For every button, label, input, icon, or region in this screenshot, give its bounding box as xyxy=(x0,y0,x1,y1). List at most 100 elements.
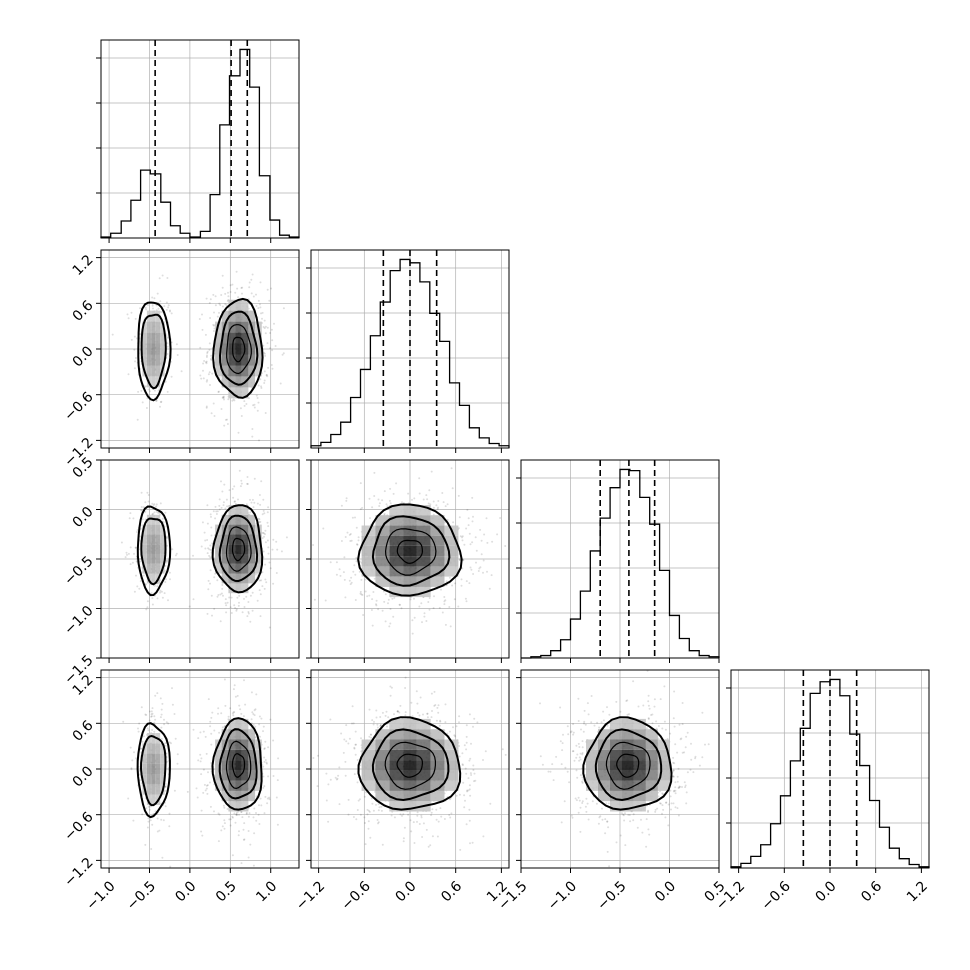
contour-2-0-0-0 xyxy=(140,517,167,586)
density-cell-3-0-1 xyxy=(228,749,236,761)
scatter-point-3-0-1 xyxy=(249,843,252,846)
scatter-point-3-0-0 xyxy=(144,843,147,846)
scatter-point-2-0-0 xyxy=(144,583,147,586)
scatter-point-2-1-0 xyxy=(377,498,380,501)
scatter-point-3-0-1 xyxy=(263,760,266,763)
scatter-point-1-0-1 xyxy=(250,278,253,281)
scatter-point-2-1-0 xyxy=(368,594,371,597)
scatter-point-2-1-0 xyxy=(482,559,485,562)
frame-1-0 xyxy=(100,249,300,449)
density-cell-1-0-1 xyxy=(221,354,229,366)
scatter-point-1-0-1 xyxy=(260,385,263,388)
density-cell-2-0-0 xyxy=(155,534,161,545)
scatter-point-1-0-1 xyxy=(282,307,285,310)
scatter-point-3-0-1 xyxy=(242,715,245,718)
density-cell-1-0-1 xyxy=(241,299,249,311)
scatter-point-2-1-0 xyxy=(480,539,483,542)
density-cell-2-0-1 xyxy=(235,505,242,515)
scatter-point-3-0-1 xyxy=(272,775,275,777)
density-cell-1-0-1 xyxy=(235,387,242,399)
scatter-point-3-1-0 xyxy=(380,809,383,812)
scatter-point-2-1-0 xyxy=(438,606,441,609)
scatter-point-2-0-0 xyxy=(165,560,168,562)
scatter-point-1-0-0 xyxy=(147,304,149,306)
density-cell-1-0-1 xyxy=(255,332,262,344)
contour-1-0-1-2 xyxy=(218,310,259,386)
density-cell-2-1-0 xyxy=(403,586,417,598)
scatter-point-2-0-1 xyxy=(209,544,212,547)
scatter-point-3-0-1 xyxy=(202,791,205,794)
scatter-point-2-0-0 xyxy=(156,585,159,588)
scatter-point-2-0-1 xyxy=(251,498,254,501)
scatter-point-2-1-0 xyxy=(384,593,387,596)
scatter-point-3-1-0 xyxy=(420,814,423,817)
scatter-point-3-0-0 xyxy=(167,722,170,725)
scatter-point-3-1-0 xyxy=(402,840,405,843)
density-cell-1-0-1 xyxy=(228,365,236,377)
scatter-point-2-1-0 xyxy=(443,600,446,603)
scatter-point-3-1-0 xyxy=(396,710,399,713)
scatter-point-3-0-1 xyxy=(242,838,245,841)
density-cell-2-1-0 xyxy=(375,576,390,587)
scatter-point-2-0-1 xyxy=(262,531,264,534)
scatter-point-3-1-0 xyxy=(344,760,347,763)
density-cell-1-0-0 xyxy=(151,365,156,377)
scatter-point-2-0-0 xyxy=(164,564,167,567)
scatter-point-2-0-0 xyxy=(163,592,166,595)
scatter-point-2-1-0 xyxy=(356,543,358,546)
scatter-point-3-0-0 xyxy=(160,708,163,711)
scatter-point-1-0-1 xyxy=(263,370,266,373)
scatter-point-3-1-0 xyxy=(426,712,429,715)
scatter-point-2-1-0 xyxy=(472,573,475,575)
scatter-point-3-1-0 xyxy=(354,753,357,756)
scatter-point-3-0-1 xyxy=(209,805,212,808)
scatter-point-2-0-0 xyxy=(161,517,164,520)
density-cell-1-0-1 xyxy=(241,387,249,399)
scatter-point-3-0-1 xyxy=(252,713,255,715)
scatter-point-1-0-1 xyxy=(266,326,269,329)
scatter-point-2-1-0 xyxy=(389,487,392,490)
scatter-point-1-0-1 xyxy=(224,303,227,306)
scatter-point-3-0-1 xyxy=(205,787,208,790)
density-cell-3-0-1 xyxy=(235,718,242,730)
scatter-point-3-1-0 xyxy=(469,757,472,760)
density-cell-3-0-1 xyxy=(235,770,242,781)
scatter-point-3-1-0 xyxy=(444,721,447,724)
scatter-point-1-0-1 xyxy=(259,378,262,381)
scatter-point-2-1-0 xyxy=(444,623,447,626)
scatter-point-1-0-1 xyxy=(243,404,246,407)
scatter-point-2-1-0 xyxy=(352,570,355,573)
scatter-point-3-0-0 xyxy=(156,830,159,833)
scatter-point-1-0-1 xyxy=(220,294,223,296)
scatter-point-2-1-0 xyxy=(460,578,463,581)
scatter-point-2-0-1 xyxy=(226,601,229,604)
scatter-point-3-0-1 xyxy=(206,792,209,795)
scatter-point-3-1-0 xyxy=(372,723,375,726)
scatter-point-1-0-0 xyxy=(166,336,169,339)
scatter-point-2-0-0 xyxy=(159,589,162,592)
scatter-point-3-0-1 xyxy=(262,765,265,768)
scatter-point-1-0-0 xyxy=(127,317,130,320)
scatter-point-1-0-1 xyxy=(213,324,216,327)
scatter-point-3-1-0 xyxy=(450,812,453,815)
scatter-point-2-1-0 xyxy=(475,549,478,552)
density-cell-1-0-1 xyxy=(235,365,242,377)
scatter-point-2-0-1 xyxy=(228,596,231,599)
density-cell-3-0-1 xyxy=(248,729,256,740)
scatter-point-1-0-1 xyxy=(260,387,263,389)
scatter-point-2-0-0 xyxy=(152,512,155,515)
scatter-point-2-0-1 xyxy=(237,604,240,607)
scatter-point-2-0-1 xyxy=(228,489,231,492)
scatter-point-1-0-0 xyxy=(137,390,140,393)
scatter-point-3-0-0 xyxy=(153,721,156,724)
scatter-point-1-0-1 xyxy=(266,375,269,378)
density-cell-3-0-1 xyxy=(228,770,236,781)
scatter-point-3-1-0 xyxy=(381,711,384,714)
scatter-point-2-1-0 xyxy=(343,556,346,559)
scatter-point-2-0-0 xyxy=(129,563,132,566)
ytick-label-3-3: 0.6 xyxy=(70,718,97,745)
scatter-point-3-1-0 xyxy=(325,772,328,775)
density-cell-2-0-1 xyxy=(221,563,229,574)
scatter-point-2-1-0 xyxy=(345,497,348,500)
scatter-point-1-0-0 xyxy=(167,306,170,309)
